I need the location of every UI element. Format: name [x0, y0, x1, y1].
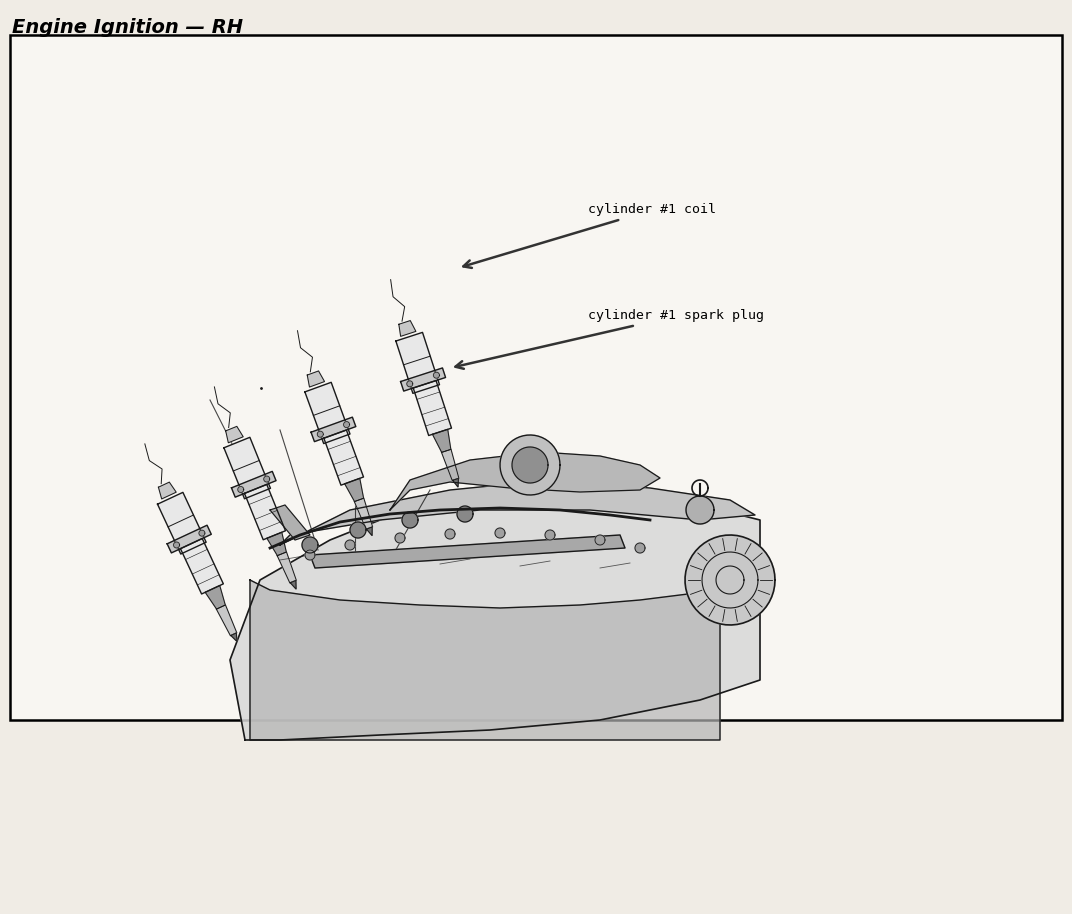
Polygon shape	[545, 530, 555, 540]
Polygon shape	[635, 543, 645, 553]
Polygon shape	[452, 478, 459, 487]
Circle shape	[238, 486, 243, 493]
Polygon shape	[205, 586, 225, 609]
Polygon shape	[500, 435, 560, 495]
Polygon shape	[345, 540, 355, 550]
Polygon shape	[345, 478, 363, 502]
Polygon shape	[351, 522, 366, 538]
Polygon shape	[311, 417, 356, 441]
Polygon shape	[595, 535, 605, 545]
Circle shape	[317, 431, 324, 437]
Polygon shape	[399, 321, 416, 336]
Polygon shape	[355, 498, 373, 529]
Polygon shape	[217, 605, 237, 636]
Circle shape	[406, 381, 413, 387]
Bar	[10, 35, 1062, 720]
Polygon shape	[167, 526, 211, 553]
Polygon shape	[432, 430, 451, 452]
Polygon shape	[270, 505, 310, 540]
Polygon shape	[367, 527, 372, 536]
Polygon shape	[396, 333, 440, 393]
Text: cylinder #1 coil: cylinder #1 coil	[463, 204, 716, 268]
Polygon shape	[457, 506, 473, 522]
Circle shape	[199, 530, 205, 537]
Polygon shape	[230, 633, 237, 642]
Polygon shape	[232, 472, 276, 497]
Polygon shape	[158, 493, 206, 554]
Polygon shape	[685, 535, 775, 625]
Polygon shape	[686, 496, 714, 524]
Polygon shape	[267, 532, 286, 556]
Polygon shape	[306, 550, 315, 560]
Polygon shape	[280, 480, 755, 545]
Polygon shape	[180, 538, 223, 594]
Polygon shape	[250, 580, 720, 740]
Polygon shape	[230, 490, 760, 740]
Text: Engine Ignition — RH: Engine Ignition — RH	[12, 18, 243, 37]
Polygon shape	[512, 447, 548, 483]
Polygon shape	[402, 512, 418, 528]
Circle shape	[264, 476, 270, 482]
Polygon shape	[302, 537, 318, 553]
Polygon shape	[401, 368, 446, 391]
Polygon shape	[390, 452, 660, 510]
Circle shape	[343, 421, 349, 428]
Text: cylinder #1 spark plug: cylinder #1 spark plug	[456, 310, 764, 368]
Polygon shape	[413, 380, 451, 436]
Polygon shape	[394, 533, 405, 543]
Polygon shape	[224, 437, 270, 499]
Polygon shape	[291, 580, 296, 589]
Polygon shape	[304, 382, 349, 443]
Circle shape	[174, 542, 179, 548]
Polygon shape	[278, 552, 296, 583]
Polygon shape	[244, 484, 285, 540]
Polygon shape	[442, 450, 459, 481]
Polygon shape	[159, 483, 176, 499]
Polygon shape	[310, 535, 625, 568]
Polygon shape	[445, 529, 455, 539]
Polygon shape	[324, 430, 363, 485]
Polygon shape	[226, 427, 243, 442]
Polygon shape	[308, 371, 325, 387]
Circle shape	[433, 372, 440, 378]
Polygon shape	[495, 528, 505, 538]
